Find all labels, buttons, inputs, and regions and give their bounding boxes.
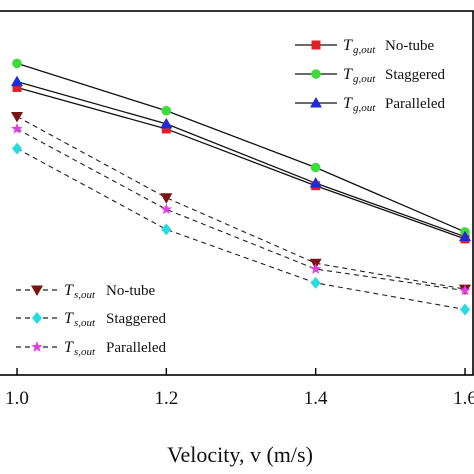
legend-subscript: s,out — [74, 346, 96, 358]
x-axis-title: Velocity, v (m/s) — [167, 442, 313, 467]
legend-label: No-tube — [385, 38, 434, 54]
legend-symbol: T — [343, 37, 353, 54]
data-point — [310, 276, 321, 289]
data-point — [11, 122, 23, 134]
data-point — [161, 223, 172, 236]
legend-subscript: s,out — [74, 317, 96, 329]
legend-subscript: g,out — [353, 102, 376, 114]
x-tick-label: 1.2 — [154, 388, 178, 409]
data-point — [161, 124, 171, 134]
legend-symbol: T — [64, 282, 74, 299]
series-line-1 — [16, 62, 466, 233]
series-line-5 — [16, 128, 466, 292]
data-point — [310, 162, 321, 173]
x-tick-label: 1.0 — [5, 388, 29, 409]
series-line-0 — [16, 86, 466, 240]
data-point — [11, 75, 23, 87]
legend-marker — [310, 97, 322, 108]
data-point — [309, 263, 322, 274]
data-point — [11, 112, 23, 123]
legend-symbol: T — [64, 339, 74, 356]
data-point — [12, 82, 22, 92]
legend-label: Paralleled — [385, 96, 445, 112]
data-point — [309, 177, 322, 188]
legend-symbol: T — [64, 310, 74, 327]
legend-marker — [31, 285, 43, 296]
legend-label: Paralleled — [106, 340, 166, 356]
series-lines — [16, 62, 466, 311]
series-markers — [11, 58, 471, 316]
data-point — [160, 203, 173, 215]
data-point — [12, 58, 22, 69]
legend-symbol: T — [343, 95, 353, 112]
data-point — [460, 303, 470, 316]
legend-label: Staggered — [106, 311, 166, 327]
data-point — [161, 105, 172, 116]
legend-marker — [31, 341, 43, 352]
data-point — [459, 284, 471, 296]
legend-label: Staggered — [385, 67, 445, 83]
legend-label: No-tube — [106, 283, 155, 299]
series-line-2 — [16, 80, 466, 238]
plot-frame — [0, 10, 474, 376]
x-ticks: 1.0 1.2 1.4 1.6 — [5, 368, 474, 409]
legend-subscript: g,out — [353, 44, 376, 56]
data-point — [160, 117, 173, 129]
legend-marker — [32, 312, 42, 324]
legend-marker — [311, 40, 321, 50]
x-tick-label: 1.4 — [304, 388, 328, 409]
data-point — [459, 230, 471, 242]
legend-subscript: s,out — [74, 289, 96, 301]
x-tick-label: 1.6 — [453, 388, 474, 409]
data-point — [12, 142, 22, 155]
legend-subscript: g,out — [353, 73, 376, 85]
legend-marker — [311, 69, 321, 79]
series-line-4 — [16, 148, 466, 311]
legend-symbol: T — [343, 66, 353, 83]
series-line-3 — [16, 116, 466, 290]
data-point — [160, 193, 173, 204]
